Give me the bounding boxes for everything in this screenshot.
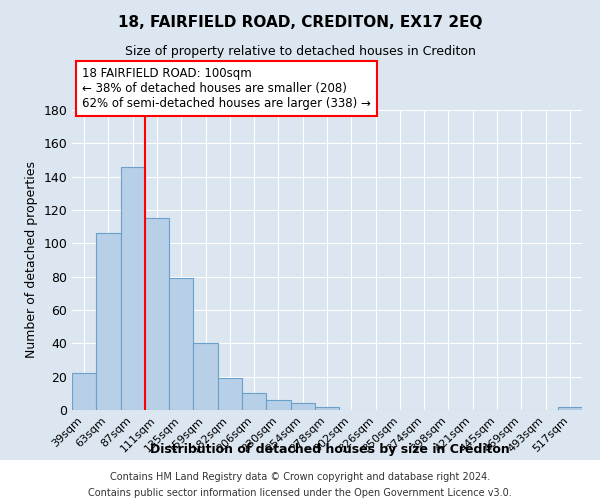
Bar bbox=[96, 234, 121, 410]
Bar bbox=[193, 344, 218, 410]
Bar bbox=[242, 394, 266, 410]
Bar bbox=[72, 374, 96, 410]
Text: Size of property relative to detached houses in Crediton: Size of property relative to detached ho… bbox=[125, 45, 475, 58]
Text: 18, FAIRFIELD ROAD, CREDITON, EX17 2EQ: 18, FAIRFIELD ROAD, CREDITON, EX17 2EQ bbox=[118, 15, 482, 30]
Bar bbox=[290, 404, 315, 410]
Text: 18 FAIRFIELD ROAD: 100sqm
← 38% of detached houses are smaller (208)
62% of semi: 18 FAIRFIELD ROAD: 100sqm ← 38% of detac… bbox=[82, 67, 371, 110]
Bar bbox=[218, 378, 242, 410]
Bar bbox=[121, 166, 145, 410]
Bar bbox=[315, 406, 339, 410]
Bar bbox=[558, 406, 582, 410]
Bar bbox=[169, 278, 193, 410]
Y-axis label: Number of detached properties: Number of detached properties bbox=[25, 162, 38, 358]
Text: Contains HM Land Registry data © Crown copyright and database right 2024.: Contains HM Land Registry data © Crown c… bbox=[110, 472, 490, 482]
Bar bbox=[145, 218, 169, 410]
Text: Contains public sector information licensed under the Open Government Licence v3: Contains public sector information licen… bbox=[88, 488, 512, 498]
Text: Distribution of detached houses by size in Crediton: Distribution of detached houses by size … bbox=[150, 444, 510, 456]
Bar bbox=[266, 400, 290, 410]
